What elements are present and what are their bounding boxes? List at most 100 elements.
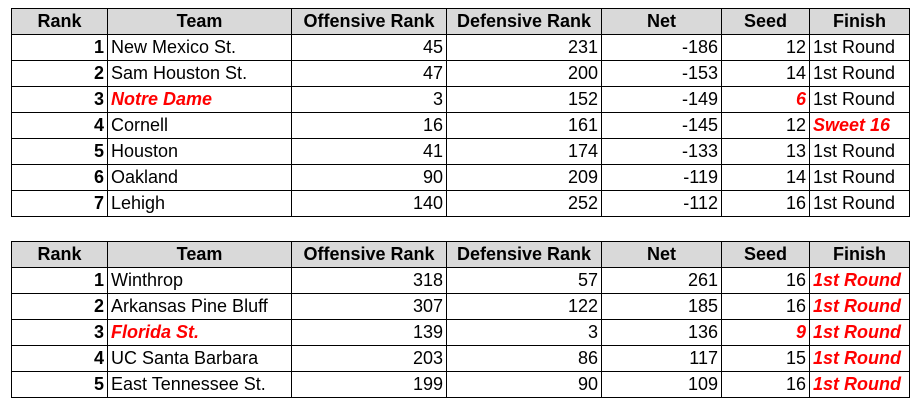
cell-finish-highlighted: 1st Round [809,345,910,372]
cell-team: Arkansas Pine Bluff [107,293,292,320]
cell-team: Lehigh [107,190,292,217]
cell-finish-highlighted: 1st Round [809,267,910,294]
header-finish: Finish [809,8,910,35]
cell-finish: 1st Round [809,60,910,87]
header-net: Net [601,241,722,268]
cell-finish: 1st Round [809,34,910,61]
cell-net: -119 [601,164,722,191]
cell-seed: 12 [721,112,810,139]
header-row: Rank Team Offensive Rank Defensive Rank … [11,8,910,35]
cell-offensive-rank: 16 [291,112,447,139]
cell-net: -149 [601,86,722,113]
cell-seed: 12 [721,34,810,61]
cell-offensive-rank: 90 [291,164,447,191]
header-defensive-rank: Defensive Rank [446,8,602,35]
header-row: Rank Team Offensive Rank Defensive Rank … [11,241,910,268]
cell-defensive-rank: 152 [446,86,602,113]
cell-rank: 1 [11,267,108,294]
offense-defense-table-top: Rank Team Offensive Rank Defensive Rank … [11,8,910,217]
cell-net: -145 [601,112,722,139]
cell-offensive-rank: 199 [291,371,447,398]
table-row: 7 Lehigh 140 252 -112 16 1st Round [11,190,910,217]
cell-seed: 14 [721,164,810,191]
cell-team: Cornell [107,112,292,139]
cell-finish-highlighted: 1st Round [809,293,910,320]
header-offensive-rank: Offensive Rank [291,8,447,35]
cell-defensive-rank: 209 [446,164,602,191]
header-finish: Finish [809,241,910,268]
header-team: Team [107,241,292,268]
cell-seed-highlighted: 6 [721,86,810,113]
cell-rank: 2 [11,293,108,320]
cell-net: -186 [601,34,722,61]
cell-net: -112 [601,190,722,217]
cell-finish: 1st Round [809,86,910,113]
cell-offensive-rank: 203 [291,345,447,372]
cell-seed: 16 [721,190,810,217]
cell-offensive-rank: 41 [291,138,447,165]
cell-rank: 4 [11,112,108,139]
cell-defensive-rank: 122 [446,293,602,320]
cell-rank: 7 [11,190,108,217]
cell-seed: 13 [721,138,810,165]
cell-team: Houston [107,138,292,165]
cell-rank: 1 [11,34,108,61]
cell-net: 261 [601,267,722,294]
cell-rank: 3 [11,86,108,113]
cell-defensive-rank: 3 [446,319,602,346]
table-row: 6 Oakland 90 209 -119 14 1st Round [11,164,910,191]
cell-defensive-rank: 174 [446,138,602,165]
header-offensive-rank: Offensive Rank [291,241,447,268]
header-seed: Seed [721,241,810,268]
cell-net: 185 [601,293,722,320]
cell-finish: 1st Round [809,138,910,165]
table-row: 3 Florida St. 139 3 136 9 1st Round [11,319,910,346]
table-row: 5 East Tennessee St. 199 90 109 16 1st R… [11,371,910,398]
cell-team: East Tennessee St. [107,371,292,398]
cell-team: UC Santa Barbara [107,345,292,372]
table-row: 1 New Mexico St. 45 231 -186 12 1st Roun… [11,34,910,61]
header-rank: Rank [11,8,108,35]
cell-rank: 4 [11,345,108,372]
cell-seed-highlighted: 9 [721,319,810,346]
cell-finish-highlighted: 1st Round [809,319,910,346]
cell-team: New Mexico St. [107,34,292,61]
offense-defense-table-bottom: Rank Team Offensive Rank Defensive Rank … [11,241,910,398]
cell-rank: 6 [11,164,108,191]
cell-finish-highlighted: Sweet 16 [809,112,910,139]
cell-finish: 1st Round [809,164,910,191]
cell-offensive-rank: 45 [291,34,447,61]
table-row: 2 Arkansas Pine Bluff 307 122 185 16 1st… [11,293,910,320]
cell-seed: 14 [721,60,810,87]
table-row: 2 Sam Houston St. 47 200 -153 14 1st Rou… [11,60,910,87]
cell-defensive-rank: 252 [446,190,602,217]
header-rank: Rank [11,241,108,268]
cell-defensive-rank: 86 [446,345,602,372]
cell-offensive-rank: 318 [291,267,447,294]
cell-rank: 5 [11,371,108,398]
cell-rank: 3 [11,319,108,346]
cell-team: Oakland [107,164,292,191]
cell-offensive-rank: 47 [291,60,447,87]
cell-offensive-rank: 139 [291,319,447,346]
cell-finish-highlighted: 1st Round [809,371,910,398]
table-row: 4 Cornell 16 161 -145 12 Sweet 16 [11,112,910,139]
cell-seed: 15 [721,345,810,372]
cell-offensive-rank: 140 [291,190,447,217]
cell-defensive-rank: 200 [446,60,602,87]
header-team: Team [107,8,292,35]
cell-net: -133 [601,138,722,165]
cell-offensive-rank: 3 [291,86,447,113]
table-row: 3 Notre Dame 3 152 -149 6 1st Round [11,86,910,113]
cell-defensive-rank: 161 [446,112,602,139]
header-seed: Seed [721,8,810,35]
table-row: 5 Houston 41 174 -133 13 1st Round [11,138,910,165]
cell-net: 136 [601,319,722,346]
cell-team: Sam Houston St. [107,60,292,87]
cell-defensive-rank: 90 [446,371,602,398]
cell-offensive-rank: 307 [291,293,447,320]
header-net: Net [601,8,722,35]
header-defensive-rank: Defensive Rank [446,241,602,268]
cell-team: Winthrop [107,267,292,294]
cell-defensive-rank: 231 [446,34,602,61]
